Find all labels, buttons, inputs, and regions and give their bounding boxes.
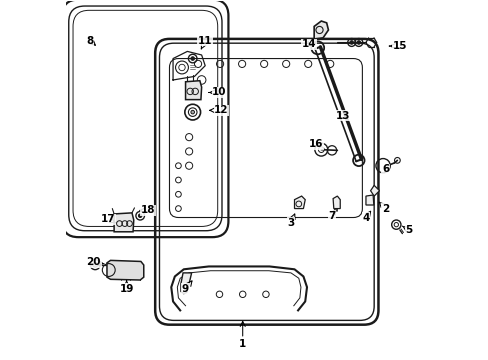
Polygon shape — [181, 273, 191, 294]
Polygon shape — [370, 185, 379, 196]
Text: 13: 13 — [335, 111, 349, 121]
Text: 5: 5 — [402, 225, 411, 235]
Text: 2: 2 — [379, 202, 388, 213]
Text: 1: 1 — [239, 321, 246, 349]
Text: 17: 17 — [101, 214, 116, 224]
Circle shape — [349, 41, 353, 44]
Text: 4: 4 — [362, 211, 370, 222]
Circle shape — [138, 214, 142, 217]
Circle shape — [190, 111, 194, 114]
Polygon shape — [313, 21, 328, 39]
Text: 3: 3 — [287, 214, 294, 228]
Circle shape — [190, 57, 194, 60]
Text: 8: 8 — [86, 36, 95, 46]
Circle shape — [356, 41, 360, 44]
Text: 10: 10 — [208, 87, 226, 98]
Text: 19: 19 — [119, 280, 134, 294]
Circle shape — [93, 262, 98, 267]
Polygon shape — [114, 213, 134, 232]
Text: 9: 9 — [182, 281, 192, 294]
Polygon shape — [332, 196, 340, 208]
Polygon shape — [365, 195, 373, 205]
Polygon shape — [107, 260, 143, 280]
Text: 16: 16 — [308, 139, 323, 149]
Polygon shape — [185, 81, 201, 100]
Polygon shape — [294, 196, 305, 208]
Text: 14: 14 — [301, 39, 315, 49]
Text: 20: 20 — [86, 257, 104, 267]
Text: 6: 6 — [381, 164, 388, 174]
Text: 15: 15 — [388, 41, 407, 51]
Text: 12: 12 — [209, 105, 228, 115]
Text: 7: 7 — [327, 210, 335, 221]
Text: 11: 11 — [198, 36, 212, 49]
Text: 18: 18 — [140, 205, 155, 215]
